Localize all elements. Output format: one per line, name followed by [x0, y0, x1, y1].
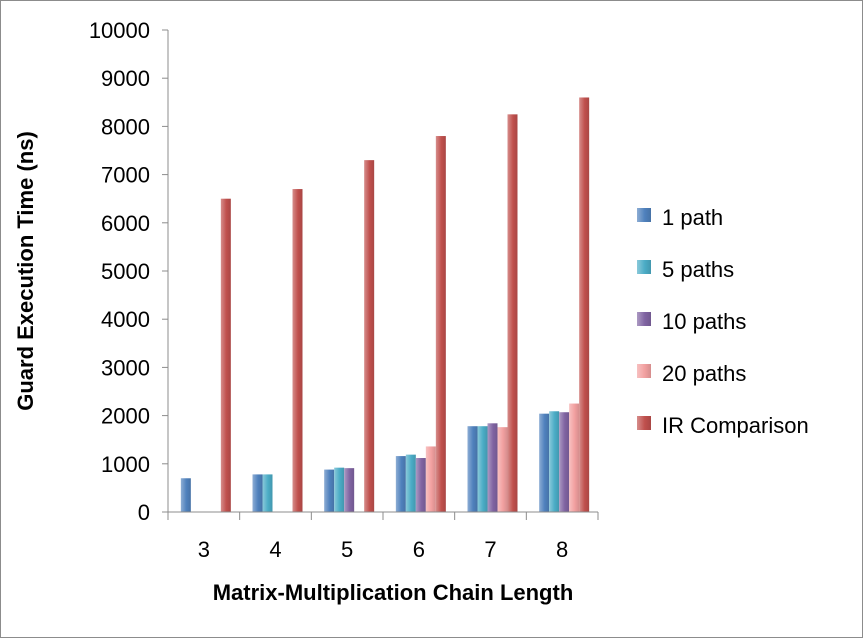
legend-label: 10 paths [662, 309, 746, 334]
bar [497, 427, 508, 512]
bar [579, 97, 590, 512]
bars-layer [180, 97, 590, 513]
y-tick-label: 5000 [101, 259, 150, 284]
y-tick-label: 10000 [89, 18, 150, 43]
x-ticks: 3 4 5 6 7 8 [167, 512, 599, 562]
legend-swatch [637, 260, 651, 274]
legend: 1 path 5 paths 10 paths 20 paths IR Comparis… [637, 205, 809, 438]
bar [549, 411, 560, 512]
bar [344, 468, 355, 512]
bar [292, 189, 303, 512]
y-tick-label: 6000 [101, 211, 150, 236]
x-tick-label: 8 [556, 537, 568, 562]
y-tick-label: 2000 [101, 404, 150, 429]
legend-swatch [637, 364, 651, 378]
y-axis-title: Guard Execution Time (ns) [13, 131, 38, 411]
legend-label: 20 paths [662, 361, 746, 386]
bar [180, 478, 191, 512]
x-tick-label: 4 [269, 537, 281, 562]
y-tick-label: 8000 [101, 114, 150, 139]
bar [395, 456, 406, 512]
bar [324, 469, 335, 512]
legend-swatch [637, 416, 651, 430]
bar [467, 426, 478, 512]
y-tick-label: 1000 [101, 452, 150, 477]
bar [435, 136, 446, 513]
y-tick-label: 0 [138, 500, 150, 525]
bar [425, 446, 436, 512]
bar [405, 454, 416, 512]
bar [569, 403, 580, 512]
bar [559, 412, 570, 512]
x-tick-label: 7 [484, 537, 496, 562]
x-tick-label: 6 [413, 537, 425, 562]
x-tick-label: 3 [198, 537, 210, 562]
legend-swatch [637, 208, 651, 222]
bar [262, 474, 273, 512]
bar [334, 467, 345, 512]
bar [487, 423, 498, 512]
bar [415, 458, 426, 512]
y-tick-label: 9000 [101, 66, 150, 91]
x-tick-label: 5 [341, 537, 353, 562]
legend-label: 1 path [662, 205, 723, 230]
bar [507, 114, 518, 512]
y-tick-label: 7000 [101, 163, 150, 188]
bar [539, 413, 550, 512]
x-axis-title: Matrix-Multiplication Chain Length [213, 580, 574, 605]
y-tick-label: 4000 [101, 307, 150, 332]
legend-label: IR Comparison [662, 413, 809, 438]
bar [220, 198, 231, 512]
bar [252, 474, 263, 512]
y-tick-label: 3000 [101, 355, 150, 380]
bar [477, 426, 488, 512]
y-ticks: 0 1000 2000 3000 4000 5000 6000 7000 8000 9000 100… [89, 18, 168, 525]
axes-layer [167, 30, 598, 513]
legend-label: 5 paths [662, 257, 734, 282]
bar [364, 160, 375, 512]
legend-swatch [637, 312, 651, 326]
